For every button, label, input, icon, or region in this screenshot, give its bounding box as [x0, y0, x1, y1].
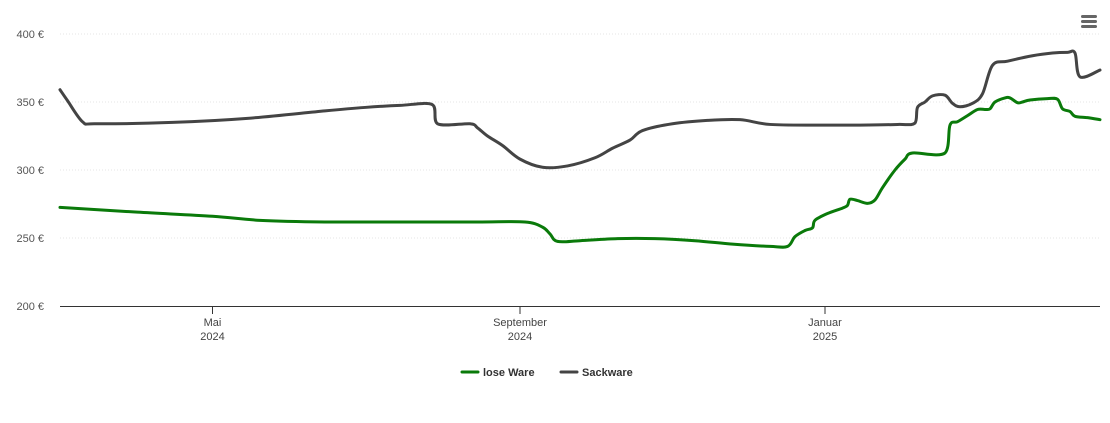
- x-tick-label-month: September: [493, 317, 547, 329]
- x-tick-label-month: Januar: [808, 317, 842, 329]
- legend-item-lose-ware[interactable]: lose Ware: [460, 367, 535, 379]
- x-tick-label-year: 2025: [813, 331, 837, 343]
- legend: lose Ware Sackware: [460, 367, 633, 379]
- hamburger-menu-icon: [1081, 15, 1097, 28]
- x-tick-label-month: Mai: [204, 317, 222, 329]
- y-tick-label: 250 €: [16, 233, 44, 245]
- y-tick-label: 350 €: [16, 97, 44, 109]
- x-tick-label-year: 2024: [200, 331, 224, 343]
- series-line-sackware: [58, 49, 1102, 170]
- chart-menu-button[interactable]: [1076, 10, 1102, 34]
- y-tick-label: 300 €: [16, 165, 44, 177]
- grid-lines: [60, 33, 1100, 239]
- series-lines: [58, 49, 1102, 249]
- legend-label: lose Ware: [483, 367, 535, 379]
- y-tick-label: 200 €: [16, 301, 44, 313]
- y-tick-label: 400 €: [16, 29, 44, 41]
- x-axis: Mai 2024 September 2024 Januar 2025: [60, 306, 1100, 343]
- y-axis-labels: 200 € 250 € 300 € 350 € 400 €: [16, 29, 44, 313]
- legend-item-sackware[interactable]: Sackware: [559, 367, 633, 379]
- series-line-lose-ware: [58, 95, 1102, 249]
- legend-label: Sackware: [582, 367, 633, 379]
- x-tick-label-year: 2024: [508, 331, 532, 343]
